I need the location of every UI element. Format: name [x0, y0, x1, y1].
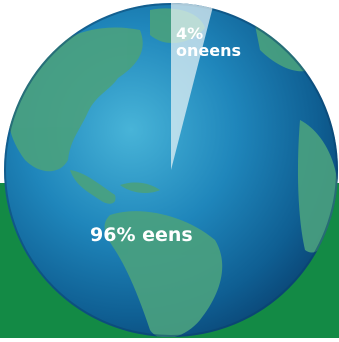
- africa-edge-land: [297, 120, 338, 253]
- caribbean-islands: [120, 182, 160, 193]
- central-america-land: [70, 170, 116, 204]
- slice-label-oneens: 4% oneens: [176, 24, 241, 60]
- south-america-land: [104, 211, 223, 337]
- pie-slice-oneens: [171, 3, 213, 170]
- slice-label-eens: 96% eens: [90, 224, 193, 246]
- slice-label-oneens-name: oneens: [176, 40, 241, 60]
- pie-slices: [171, 3, 213, 170]
- slice-label-oneens-pct: 4%: [176, 24, 204, 43]
